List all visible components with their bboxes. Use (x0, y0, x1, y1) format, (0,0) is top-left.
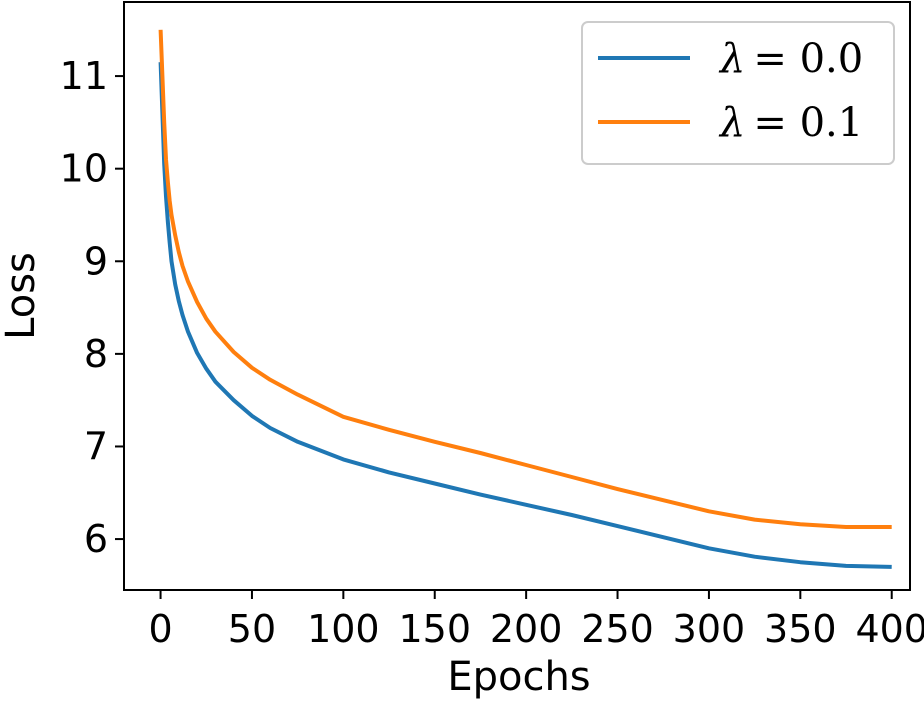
legend-value-1: = 0.1 (753, 100, 863, 146)
plot-frame (123, 1, 911, 591)
x-axis-ticks: 0 50 100 150 200 250 300 350 400 (148, 590, 924, 651)
x-tick-label: 200 (490, 607, 563, 651)
legend-lambda-1: λ (718, 100, 745, 146)
x-axis-label: Epochs (447, 654, 590, 700)
x-tick-label: 300 (673, 607, 746, 651)
x-tick-label: 50 (228, 607, 276, 651)
y-tick-label: 10 (60, 147, 108, 191)
y-tick-label: 11 (60, 54, 108, 98)
x-tick-label: 0 (148, 607, 172, 651)
series-lines (158, 29, 892, 569)
legend-label-series-0: λ = 0.0 (718, 36, 863, 82)
x-tick-label: 250 (581, 607, 654, 651)
y-tick-label: 8 (84, 332, 108, 376)
legend: λ = 0.0 λ = 0.1 (581, 21, 895, 165)
legend-value-0: = 0.0 (753, 36, 863, 82)
y-tick-label: 7 (84, 424, 108, 468)
x-tick-label: 100 (307, 607, 380, 651)
x-tick-label: 400 (855, 607, 924, 651)
y-tick-label: 6 (84, 517, 108, 561)
x-tick-label: 350 (764, 607, 837, 651)
y-tick-label: 9 (84, 239, 108, 283)
series-line-1 (158, 29, 892, 529)
legend-lambda-0: λ (718, 36, 745, 82)
x-tick-label: 150 (398, 607, 471, 651)
y-axis-label: Loss (0, 252, 44, 340)
series-line-0 (158, 62, 892, 569)
y-axis-ticks: 6 7 8 9 10 11 (60, 54, 124, 561)
legend-label-series-1: λ = 0.1 (718, 100, 863, 146)
